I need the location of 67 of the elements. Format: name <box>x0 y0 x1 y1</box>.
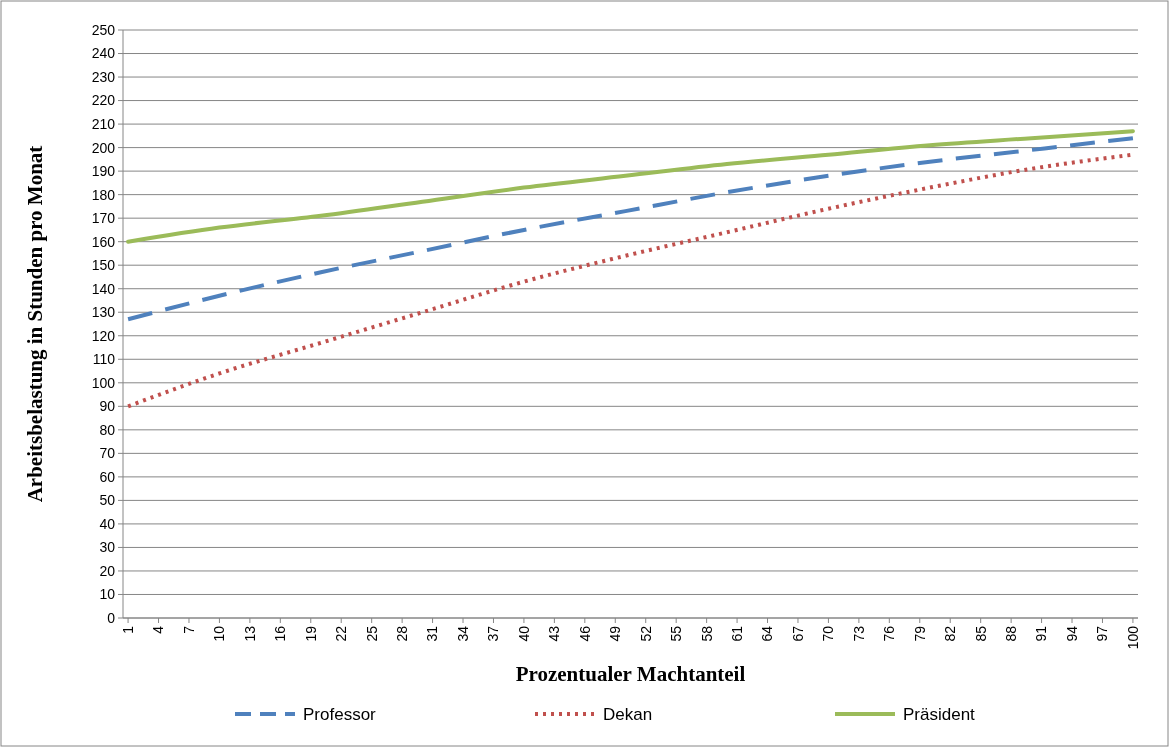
y-tick-label: 10 <box>99 586 116 603</box>
x-tick-label: 85 <box>972 625 989 642</box>
y-tick-label: 40 <box>99 515 116 532</box>
x-tick-label: 4 <box>150 625 167 634</box>
y-tick-label: 230 <box>91 68 116 85</box>
y-tick-label: 250 <box>91 21 116 38</box>
y-tick-label: 50 <box>99 492 116 509</box>
legend-label: Dekan <box>603 704 653 724</box>
x-tick-label: 46 <box>576 625 593 642</box>
x-tick-label: 28 <box>394 625 411 642</box>
x-tick-label: 49 <box>607 625 624 642</box>
x-tick-label: 61 <box>728 625 745 642</box>
y-tick-label: 190 <box>91 163 116 180</box>
x-tick-label: 64 <box>759 625 776 642</box>
x-tick-label: 94 <box>1063 625 1080 642</box>
x-tick-label: 91 <box>1033 625 1050 642</box>
x-tick-label: 52 <box>637 625 654 642</box>
x-tick-label: 16 <box>272 625 289 642</box>
x-tick-label: 40 <box>515 625 532 642</box>
x-tick-label: 70 <box>820 625 837 642</box>
legend-label: Präsident <box>903 704 976 724</box>
y-tick-label: 30 <box>99 539 116 556</box>
x-tick-label: 10 <box>211 625 228 642</box>
y-tick-label: 180 <box>91 186 116 203</box>
x-tick-label: 58 <box>698 625 715 642</box>
line-series <box>126 136 1135 322</box>
x-tick-label: 67 <box>789 625 806 642</box>
x-tick-label: 25 <box>363 625 380 642</box>
y-tick-label: 20 <box>99 562 116 579</box>
x-tick-label: 100 <box>1124 625 1141 650</box>
x-tick-label: 79 <box>911 625 928 642</box>
x-tick-label: 31 <box>424 625 441 642</box>
y-tick-label: 210 <box>91 115 116 132</box>
x-axis-title: Prozentualer Machtanteil <box>515 662 746 686</box>
x-tick-label: 76 <box>881 625 898 642</box>
y-tick-label: 60 <box>99 468 116 485</box>
x-tick-label: 37 <box>485 625 502 642</box>
y-tick-label: 90 <box>99 398 116 415</box>
x-tick-label: 34 <box>454 625 471 642</box>
y-tick-label: 70 <box>99 445 116 462</box>
x-tick-label: 82 <box>942 625 959 642</box>
x-tick-label: 55 <box>668 625 685 642</box>
y-axis-title: Arbeitsbelastung in Stunden pro Monat <box>23 145 47 503</box>
y-tick-label: 170 <box>91 210 116 227</box>
y-tick-label: 130 <box>91 304 116 321</box>
x-tick-label: 13 <box>241 625 258 642</box>
x-tick-label: 73 <box>850 625 867 642</box>
y-tick-label: 80 <box>99 421 116 438</box>
x-tick-label: 1 <box>119 625 136 634</box>
y-tick-label: 150 <box>91 257 116 274</box>
y-tick-label: 200 <box>91 139 116 156</box>
y-tick-label: 100 <box>91 374 116 391</box>
x-tick-label: 7 <box>180 625 197 634</box>
y-tick-label: 110 <box>92 351 116 368</box>
y-tick-label: 220 <box>91 92 116 109</box>
x-tick-label: 43 <box>546 625 563 642</box>
y-tick-label: 120 <box>91 327 116 344</box>
y-tick-label: 140 <box>91 280 116 297</box>
y-tick-label: 0 <box>107 609 116 626</box>
x-tick-label: 88 <box>1003 625 1020 642</box>
x-tick-label: 97 <box>1094 625 1111 642</box>
x-tick-label: 22 <box>333 625 350 642</box>
y-tick-label: 160 <box>91 233 116 250</box>
y-tick-label: 240 <box>91 45 116 62</box>
legend-label: Professor <box>303 704 377 724</box>
x-tick-label: 19 <box>302 625 319 642</box>
line-series <box>126 129 1135 244</box>
